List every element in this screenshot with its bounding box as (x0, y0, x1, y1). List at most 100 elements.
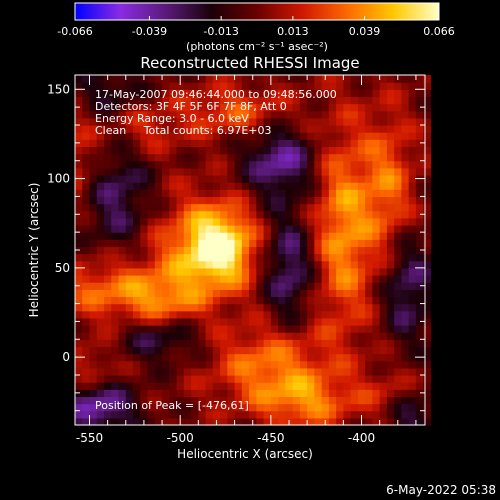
heatmap-cell (350, 317, 359, 326)
heatmap-cell (162, 110, 170, 119)
heatmap-cell (82, 382, 91, 390)
heatmap-cell (372, 353, 381, 362)
heatmap-cell (321, 275, 330, 283)
heatmap-cell (241, 239, 250, 248)
heatmap-cell (285, 267, 294, 276)
heatmap-cell (198, 275, 207, 283)
heatmap-cell (154, 196, 163, 205)
heatmap-cell (328, 203, 337, 212)
heatmap-cell (212, 89, 221, 98)
heatmap-cell (212, 375, 221, 383)
heatmap-cell (401, 339, 410, 348)
heatmap-cell (169, 196, 178, 205)
heatmap-cell (125, 110, 134, 119)
heatmap-cell (75, 153, 83, 162)
heatmap-cell (292, 153, 301, 162)
heatmap-cell (75, 160, 83, 169)
heatmap-cell (198, 110, 207, 119)
heatmap-cell (386, 360, 395, 369)
heatmap-cell (162, 275, 170, 283)
heatmap-cell (220, 353, 228, 362)
heatmap-cell (270, 153, 279, 162)
heatmap-cell (350, 146, 359, 155)
heatmap-cell (379, 196, 388, 205)
heatmap-cell (314, 210, 323, 219)
heatmap-cell (227, 367, 236, 376)
heatmap-cell (314, 232, 323, 240)
heatmap-cell (198, 132, 207, 140)
heatmap-cell (263, 289, 272, 298)
heatmap-cell (365, 317, 374, 326)
heatmap-cell (125, 267, 134, 276)
heatmap-cell (205, 325, 214, 333)
heatmap-cell (299, 153, 308, 162)
heatmap-cell (350, 396, 359, 405)
heatmap-cell (423, 303, 432, 312)
heatmap-cell (205, 396, 214, 405)
heatmap-cell (198, 82, 207, 90)
heatmap-cell (191, 146, 199, 155)
heatmap-cell (270, 310, 279, 319)
heatmap-cell (118, 132, 127, 140)
heatmap-cell (263, 82, 272, 90)
heatmap-cell (96, 332, 105, 340)
heatmap-cell (336, 375, 344, 383)
heatmap-cell (133, 360, 141, 369)
heatmap-cell (386, 303, 395, 312)
heatmap-cell (147, 396, 156, 405)
heatmap-cell (111, 160, 120, 169)
heatmap-cell (212, 382, 221, 390)
heatmap-cell (394, 275, 403, 283)
heatmap-cell (350, 103, 359, 112)
heatmap-cell (314, 275, 323, 283)
heatmap-cell (336, 203, 344, 212)
heatmap-cell (292, 410, 301, 419)
heatmap-cell (365, 189, 374, 198)
heatmap-cell (285, 282, 294, 290)
heatmap-cell (263, 296, 272, 305)
heatmap-cell (198, 117, 207, 126)
heatmap-cell (220, 167, 228, 176)
heatmap-cell (227, 389, 236, 398)
heatmap-cell (227, 353, 236, 362)
heatmap-cell (220, 82, 228, 90)
heatmap-cell (133, 267, 141, 276)
heatmap-cell (336, 339, 344, 348)
heatmap-cell (162, 303, 170, 312)
heatmap-cell (140, 167, 149, 176)
heatmap-cell (278, 310, 286, 319)
heatmap-cell (394, 310, 403, 319)
heatmap-cell (205, 417, 214, 426)
heatmap-cell (314, 396, 323, 405)
heatmap-cell (234, 375, 243, 383)
heatmap-cell (401, 82, 410, 90)
heatmap-cell (299, 282, 308, 290)
heatmap-cell (386, 375, 395, 383)
heatmap-cell (328, 196, 337, 205)
heatmap-cell (299, 146, 308, 155)
heatmap-cell (183, 89, 192, 98)
heatmap-cell (394, 267, 403, 276)
heatmap-cell (191, 389, 199, 398)
heatmap-cell (278, 225, 286, 233)
heatmap-cell (241, 389, 250, 398)
heatmap-cell (227, 189, 236, 198)
heatmap-cell (350, 367, 359, 376)
heatmap-cell (314, 246, 323, 255)
heatmap-cell (147, 189, 156, 198)
heatmap-cell (314, 253, 323, 262)
heatmap-cell (176, 153, 185, 162)
heatmap-cell (350, 82, 359, 90)
heatmap-cell (357, 289, 366, 298)
heatmap-cell (169, 175, 178, 183)
heatmap-cell (234, 125, 243, 133)
heatmap-cell (169, 167, 178, 176)
heatmap-cell (314, 339, 323, 348)
heatmap-cell (96, 132, 105, 140)
heatmap-cell (343, 89, 352, 98)
heatmap-cell (220, 225, 228, 233)
heatmap-cell (299, 296, 308, 305)
heatmap-cell (328, 346, 337, 355)
heatmap-cell (96, 360, 105, 369)
heatmap-cell (169, 217, 178, 226)
